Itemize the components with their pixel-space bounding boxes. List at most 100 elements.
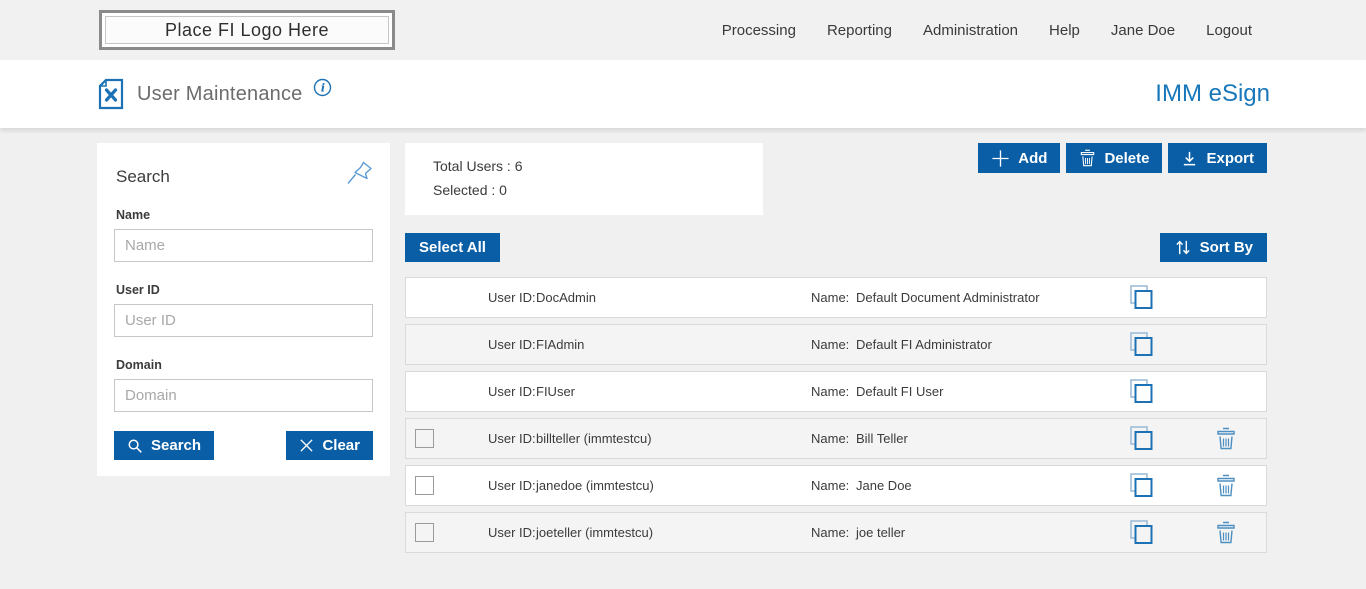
page-header: User Maintenance i IMM eSign	[0, 60, 1366, 128]
search-panel: Search Name User ID Domain	[97, 143, 390, 476]
user-id-value: FIUser	[536, 384, 575, 399]
select-all-label: Select All	[419, 239, 486, 256]
user-row: User ID: joeteller (immtestcu) Name: joe te…	[405, 512, 1267, 553]
fi-logo-placeholder: Place FI Logo Here	[99, 10, 395, 50]
user-id-label: User ID:	[488, 431, 536, 446]
user-id-label: User ID:	[488, 290, 536, 305]
user-row: User ID: janedoe (immtestcu) Name: Jane Doe	[405, 465, 1267, 506]
clear-button-label: Clear	[322, 437, 360, 454]
row-checkbox[interactable]	[415, 523, 434, 542]
name-field-group: Name	[114, 208, 373, 262]
name-label: Name:	[811, 384, 850, 399]
delete-button-label: Delete	[1104, 149, 1150, 167]
name-label: Name:	[811, 478, 850, 493]
x-icon	[299, 438, 314, 453]
user-row: User ID: billteller (immtestcu) Name: Bill …	[405, 418, 1267, 459]
sort-by-button[interactable]: Sort By	[1159, 233, 1267, 262]
nav-user-name[interactable]: Jane Doe	[1110, 21, 1176, 39]
main-area: Search Name User ID Domain	[0, 128, 1366, 559]
search-button[interactable]: Search	[114, 431, 215, 460]
user-id-field-group: User ID	[114, 283, 373, 337]
user-id-label: User ID:	[488, 478, 536, 493]
name-label: Name:	[811, 431, 850, 446]
clear-button[interactable]: Clear	[286, 431, 373, 460]
name-value: joe teller	[856, 525, 906, 540]
user-id-value: billteller (immtestcu)	[536, 431, 652, 446]
plus-icon	[991, 149, 1010, 168]
checkbox-cell	[406, 429, 488, 448]
name-value: Bill Teller	[856, 431, 908, 446]
domain-field-group: Domain	[114, 358, 373, 412]
add-button-label: Add	[1018, 149, 1048, 167]
copy-user-button[interactable]	[1096, 519, 1186, 546]
name-value: Default Document Administrator	[856, 290, 1040, 305]
name-value: Jane Doe	[856, 478, 912, 493]
user-id-value: DocAdmin	[536, 290, 596, 305]
search-icon	[127, 438, 143, 454]
delete-user-button[interactable]	[1186, 473, 1266, 498]
export-button-label: Export	[1206, 149, 1254, 167]
user-list: User ID: DocAdmin Name: Default Document Ad…	[405, 277, 1267, 553]
fi-logo-text: Place FI Logo Here	[164, 19, 330, 40]
selected-count-text: Selected : 0	[433, 182, 507, 198]
domain-input[interactable]	[114, 379, 373, 412]
user-id-input[interactable]	[114, 304, 373, 337]
add-button[interactable]: Add	[978, 143, 1061, 173]
user-id-value: joeteller (immtestcu)	[536, 525, 654, 540]
svg-text:i: i	[320, 81, 324, 94]
nav-reporting[interactable]: Reporting	[826, 21, 892, 39]
trash-icon	[1079, 148, 1096, 168]
name-label: Name:	[811, 525, 850, 540]
download-icon	[1181, 150, 1198, 167]
nav-processing[interactable]: Processing	[721, 21, 796, 39]
copy-user-button[interactable]	[1096, 331, 1186, 358]
search-button-label: Search	[151, 437, 202, 454]
user-row: User ID: FIAdmin Name: Default FI Administr…	[405, 324, 1267, 365]
trash-icon	[1217, 474, 1235, 497]
select-all-button[interactable]: Select All	[405, 233, 500, 262]
domain-field-label: Domain	[116, 358, 162, 372]
info-icon[interactable]: i	[313, 78, 332, 97]
user-id-value: janedoe (immtestcu)	[536, 478, 654, 493]
sort-arrows-icon	[1174, 239, 1192, 256]
nav-administration[interactable]: Administration	[922, 21, 1019, 39]
nav-logout[interactable]: Logout	[1206, 21, 1252, 39]
user-id-label: User ID:	[488, 384, 536, 399]
copy-user-button[interactable]	[1096, 378, 1186, 405]
nav-help[interactable]: Help	[1049, 21, 1080, 39]
top-bar: Place FI Logo Here Processing Reporting …	[0, 0, 1366, 60]
copy-icon	[1129, 285, 1152, 309]
total-users-text: Total Users : 6	[433, 158, 523, 174]
sort-by-label: Sort By	[1199, 239, 1253, 256]
name-input[interactable]	[114, 229, 373, 262]
user-id-label: User ID:	[488, 337, 536, 352]
name-label: Name:	[811, 290, 850, 305]
row-checkbox[interactable]	[415, 476, 434, 495]
copy-icon	[1129, 379, 1152, 403]
document-maintenance-icon	[97, 78, 125, 110]
checkbox-cell	[406, 476, 488, 495]
copy-icon	[1129, 473, 1152, 497]
user-id-value: FIAdmin	[536, 337, 585, 352]
trash-icon	[1217, 427, 1235, 450]
user-id-label: User ID:	[488, 525, 536, 540]
summary-box: Total Users : 6 Selected : 0	[405, 143, 763, 215]
name-field-label: Name	[116, 208, 151, 222]
pin-icon[interactable]	[345, 159, 373, 187]
search-panel-title: Search	[116, 167, 170, 186]
user-maintenance-content: Total Users : 6 Selected : 0 Add	[405, 143, 1267, 559]
delete-user-button[interactable]	[1186, 426, 1266, 451]
row-checkbox[interactable]	[415, 429, 434, 448]
export-button[interactable]: Export	[1168, 143, 1267, 173]
page-title: User Maintenance	[137, 82, 303, 105]
delete-user-button[interactable]	[1186, 520, 1266, 545]
trash-icon	[1217, 521, 1235, 544]
top-nav: Processing Reporting Administration Help…	[722, 22, 1252, 39]
copy-user-button[interactable]	[1096, 284, 1186, 311]
user-row: User ID: FIUser Name: Default FI User	[405, 371, 1267, 412]
user-id-field-label: User ID	[116, 283, 160, 297]
delete-button[interactable]: Delete	[1066, 143, 1163, 173]
checkbox-cell	[406, 523, 488, 542]
copy-user-button[interactable]	[1096, 425, 1186, 452]
copy-user-button[interactable]	[1096, 472, 1186, 499]
